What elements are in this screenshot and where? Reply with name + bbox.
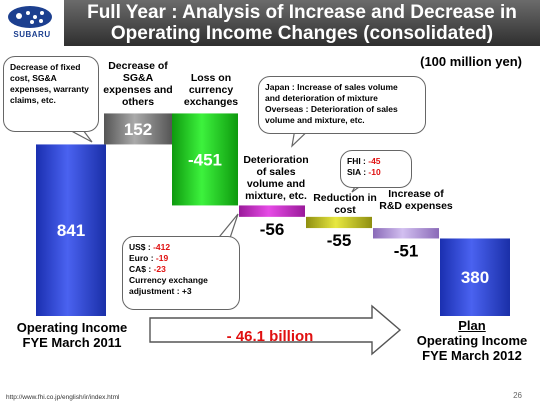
cost-breakdown-callout: FHI : -45 SIA : -10 [340, 150, 412, 188]
bar-cost-value-label: -55 [327, 231, 352, 250]
volume-callout-line-4: volume and mixture, etc. [265, 115, 365, 125]
difference-arrow [149, 304, 402, 356]
sga-category-label: Decrease of SG&A expenses and others [103, 60, 173, 108]
logo-emblem [8, 6, 52, 28]
bar-plan-value-label: 380 [461, 268, 489, 287]
bar-sga-value-label: 152 [124, 120, 152, 139]
rnd-category-label: Increase of R&D expenses [379, 188, 453, 212]
header-bar: SUBARU Full Year : Analysis of Increase … [0, 0, 540, 46]
page-title: Full Year : Analysis of Increase and Dec… [64, 2, 540, 44]
volume-callout-line-2: and deterioration of mixture [265, 93, 378, 103]
start-label-line-2: FYE March 2011 [22, 335, 122, 350]
bar-rnd [373, 228, 439, 239]
fx-category-label: Loss on currency exchanges [183, 72, 239, 108]
footer-url[interactable]: http://www.fhi.co.jp/english/ir/index.ht… [6, 394, 120, 401]
logo-text: SUBARU [13, 30, 51, 39]
bar-start [36, 144, 106, 316]
bar-fx-value-label: -451 [188, 150, 222, 169]
cost-category-label: Reduction in cost [313, 192, 377, 216]
plan-title: Plan [458, 318, 486, 333]
volume-category-label: Deterioration of sales volume and mixtur… [243, 154, 309, 202]
usd-line: US$ : -412 [129, 242, 171, 252]
plan-label-line-2: FYE March 2012 [422, 348, 522, 363]
start-label-line-1: Operating Income [16, 320, 128, 335]
bar-cost [306, 216, 372, 229]
fx-adjustment-line-2: adjustment : +3 [129, 286, 192, 296]
title-line-2: Operating Income Changes (consolidated) [110, 23, 494, 44]
bar-volume [239, 205, 305, 217]
bar-volume-value-label: -56 [260, 220, 285, 239]
plan-category-label: Plan Operating Income FYE March 2012 [406, 318, 538, 363]
bar-rnd-value-label: -51 [394, 241, 419, 260]
subaru-logo: SUBARU [0, 0, 64, 46]
difference-text: - 46.1 billion [226, 328, 314, 345]
volume-callout: Japan : Increase of sales volume and det… [258, 76, 426, 134]
bar-fx [172, 113, 238, 206]
unit-label: (100 million yen) [420, 54, 522, 69]
fx-breakdown-callout: US$ : -412 Euro : -19 CA$ : -23 Currency… [122, 236, 240, 310]
bar-sga [104, 113, 172, 145]
fhi-line: FHI : -45 [347, 156, 381, 166]
cad-line: CA$ : -23 [129, 264, 166, 274]
bar-start-value-label: 841 [57, 221, 85, 240]
page-number: 26 [513, 391, 522, 400]
volume-callout-line-1: Japan : Increase of sales volume [265, 82, 398, 92]
sia-line: SIA : -10 [347, 167, 381, 177]
volume-callout-line-3: Overseas : Deterioration of sales [265, 104, 398, 114]
fixed-cost-callout: Decrease of fixed cost, SG&A expenses, w… [3, 56, 99, 132]
euro-line: Euro : -19 [129, 253, 169, 263]
start-category-label: Operating Income FYE March 2011 [4, 320, 140, 350]
plan-label-line-1: Operating Income [416, 333, 528, 348]
bar-plan [440, 238, 510, 316]
fx-adjustment-line-1: Currency exchange [129, 275, 208, 285]
title-line-1: Full Year : Analysis of Increase and Dec… [87, 2, 517, 23]
